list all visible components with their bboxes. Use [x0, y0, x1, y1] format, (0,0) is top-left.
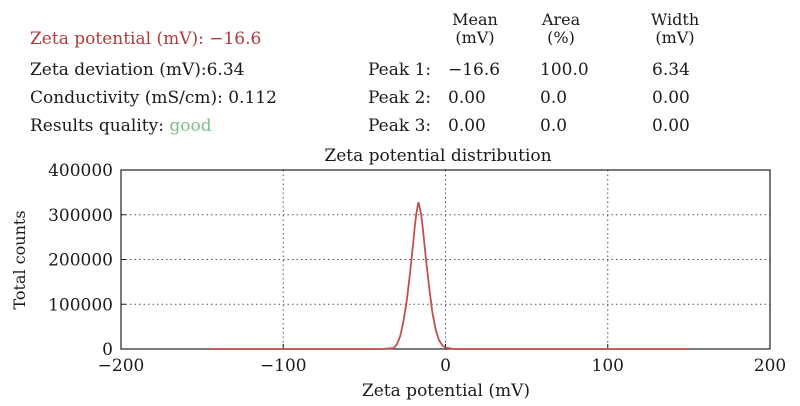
- peak-3-area: 0.0: [540, 116, 568, 136]
- peak-3-width: 0.00: [652, 116, 690, 136]
- header-width-line2: (mV): [655, 28, 695, 47]
- zeta-potential-value: −16.6: [209, 29, 262, 49]
- y-tick-label: 200000: [48, 251, 113, 271]
- axis-ticks: −200 −100 0 100 200 0 100000 200000 300000 400000: [48, 161, 786, 376]
- header-area: Area (%): [516, 11, 606, 47]
- header-width: Width (mV): [630, 11, 720, 47]
- x-axis-label: Zeta potential (mV): [362, 381, 530, 401]
- peak-3-mean: 0.00: [448, 116, 486, 136]
- peak-3-label: Peak 3:: [368, 116, 432, 136]
- conductivity-row: Conductivity (mS/cm): 0.112: [30, 88, 277, 108]
- y-tick-label: 400000: [48, 161, 113, 181]
- peak-1-area: 100.0: [540, 60, 589, 80]
- peak-2-mean: 0.00: [448, 88, 486, 108]
- header-area-line2: (%): [547, 28, 575, 47]
- peak-1-width: 6.34: [652, 60, 690, 80]
- header-area-line1: Area: [541, 10, 581, 29]
- y-axis-label: Total counts: [10, 210, 29, 309]
- results-quality-value: good: [169, 116, 212, 136]
- results-quality-row: Results quality: good: [30, 116, 212, 136]
- y-tick-label: 0: [102, 340, 113, 360]
- x-tick-label: −200: [98, 356, 145, 376]
- peak-1-label: Peak 1:: [368, 60, 432, 80]
- series-line: [210, 201, 689, 350]
- zeta-potential-label: Zeta potential (mV):: [30, 29, 204, 49]
- header-mean: Mean (mV): [430, 11, 520, 47]
- x-tick-label: 0: [440, 356, 451, 376]
- peak-2-label: Peak 2:: [368, 88, 432, 108]
- header-mean-line1: Mean: [452, 10, 498, 29]
- chart-title: Zeta potential distribution: [324, 146, 551, 166]
- y-tick-label: 300000: [48, 206, 113, 226]
- peak-2-width: 0.00: [652, 88, 690, 108]
- conductivity-label: Conductivity (mS/cm):: [30, 88, 223, 108]
- results-quality-label: Results quality:: [30, 116, 164, 136]
- x-tick-label: −100: [260, 356, 307, 376]
- zeta-deviation-value: 6.34: [206, 60, 245, 80]
- conductivity-value: 0.112: [228, 88, 277, 108]
- peak-1-mean: −16.6: [448, 60, 501, 80]
- peak-2-area: 0.0: [540, 88, 568, 108]
- chart-grid: [121, 170, 770, 349]
- zeta-deviation-row: Zeta deviation (mV):6.34: [30, 60, 244, 80]
- x-tick-label: 100: [592, 356, 624, 376]
- y-tick-label: 100000: [48, 295, 113, 315]
- header-mean-line2: (mV): [455, 28, 495, 47]
- zeta-potential-row: Zeta potential (mV): −16.6: [30, 29, 261, 49]
- header-width-line1: Width: [650, 10, 700, 29]
- x-tick-label: 200: [754, 356, 786, 376]
- zeta-deviation-label: Zeta deviation (mV):: [30, 60, 207, 80]
